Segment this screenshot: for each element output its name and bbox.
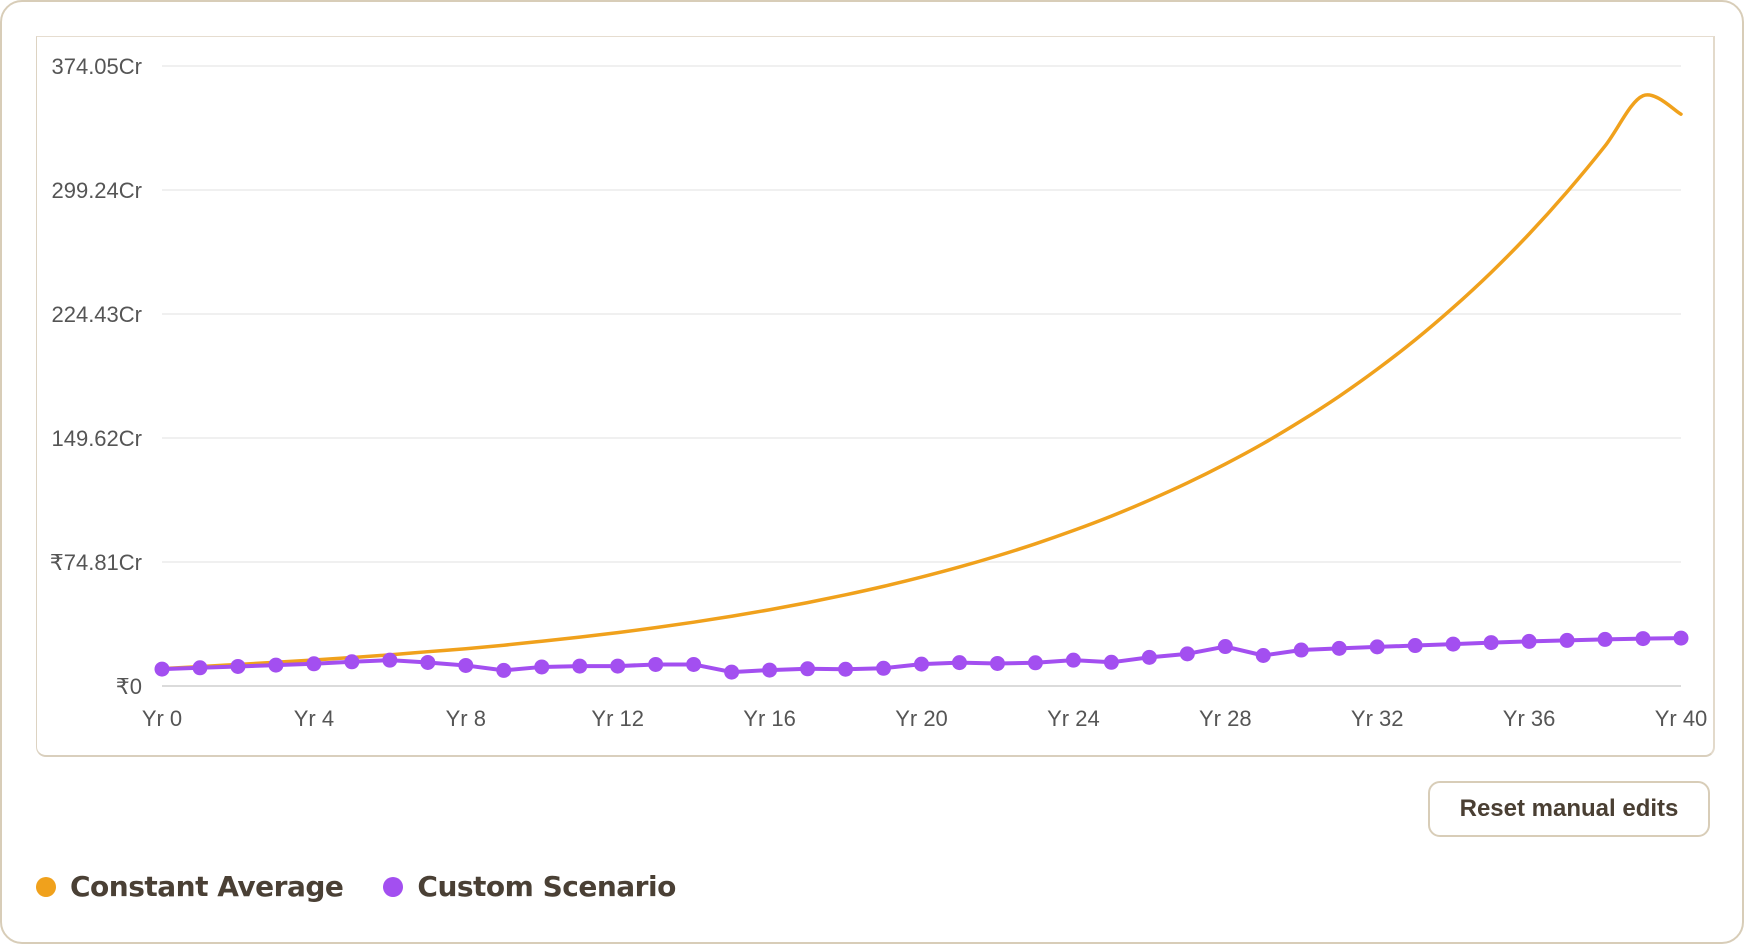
data-point[interactable] (1065, 652, 1081, 668)
y-tick-label: 374.05Cr (51, 54, 142, 79)
data-point[interactable] (1445, 636, 1461, 652)
data-point[interactable] (420, 654, 436, 670)
data-point[interactable] (1331, 640, 1347, 656)
legend-item-constant-average[interactable]: Constant Average (36, 870, 344, 903)
data-point[interactable] (951, 655, 967, 671)
x-tick-label: Yr 4 (294, 706, 334, 731)
data-point[interactable] (1635, 631, 1651, 647)
data-point[interactable] (268, 657, 284, 673)
data-point[interactable] (648, 656, 664, 672)
x-tick-label: Yr 0 (142, 706, 182, 731)
data-point[interactable] (1521, 633, 1537, 649)
data-point[interactable] (1027, 655, 1043, 671)
data-point[interactable] (496, 662, 512, 678)
y-tick-label: ₹0 (116, 674, 142, 699)
data-point[interactable] (1407, 638, 1423, 654)
data-point[interactable] (762, 662, 778, 678)
x-tick-label: Yr 16 (743, 706, 796, 731)
data-point[interactable] (724, 664, 740, 680)
x-tick-label: Yr 12 (591, 706, 644, 731)
data-point[interactable] (458, 657, 474, 673)
data-point[interactable] (610, 658, 626, 674)
reset-manual-edits-button[interactable]: Reset manual edits (1428, 781, 1710, 837)
data-point[interactable] (1483, 635, 1499, 651)
data-point[interactable] (686, 656, 702, 672)
data-point[interactable] (382, 652, 398, 668)
data-point[interactable] (800, 661, 816, 677)
data-point[interactable] (1179, 646, 1195, 662)
y-tick-label: 299.24Cr (51, 178, 142, 203)
data-point[interactable] (192, 660, 208, 676)
data-point[interactable] (1103, 654, 1119, 670)
data-point[interactable] (1559, 632, 1575, 648)
data-point[interactable] (989, 655, 1005, 671)
series-line-constant-average (160, 93, 1683, 671)
x-tick-label: Yr 28 (1199, 706, 1252, 731)
legend-label: Custom Scenario (417, 870, 676, 903)
data-point[interactable] (1597, 631, 1613, 647)
chart-frame (36, 36, 1715, 757)
y-tick-label: 149.62Cr (51, 426, 142, 451)
legend-item-custom-scenario[interactable]: Custom Scenario (383, 870, 676, 903)
legend-label: Constant Average (70, 870, 344, 903)
data-point[interactable] (876, 660, 892, 676)
y-tick-label: 224.43Cr (51, 302, 142, 327)
data-point[interactable] (914, 656, 929, 672)
data-point[interactable] (1673, 630, 1689, 646)
x-tick-label: Yr 32 (1351, 706, 1404, 731)
data-point[interactable] (344, 654, 360, 670)
data-point[interactable] (1141, 649, 1157, 665)
chart-legend: Constant Average Custom Scenario (36, 870, 716, 903)
data-point[interactable] (572, 658, 588, 674)
data-point[interactable] (154, 661, 170, 677)
data-point[interactable] (534, 659, 550, 675)
legend-dot-icon (383, 876, 404, 897)
legend-dot-icon (36, 876, 56, 897)
x-tick-label: Yr 40 (1655, 706, 1708, 731)
data-point[interactable] (1293, 642, 1309, 658)
data-point[interactable] (306, 656, 322, 672)
y-tick-label: ₹74.81Cr (50, 550, 142, 575)
x-tick-label: Yr 24 (1047, 706, 1100, 731)
data-point[interactable] (230, 658, 246, 674)
data-point[interactable] (1217, 639, 1233, 655)
x-tick-label: Yr 36 (1503, 706, 1556, 731)
data-point[interactable] (1369, 639, 1385, 655)
line-chart: ₹0 ₹74.81Cr 149.62Cr 224.43Cr 299.24Cr 374.05… (50, 54, 1708, 731)
data-point[interactable] (838, 661, 854, 677)
x-tick-label: Yr 20 (895, 706, 948, 731)
data-point[interactable] (1255, 648, 1271, 664)
x-tick-label: Yr 8 (446, 706, 486, 731)
